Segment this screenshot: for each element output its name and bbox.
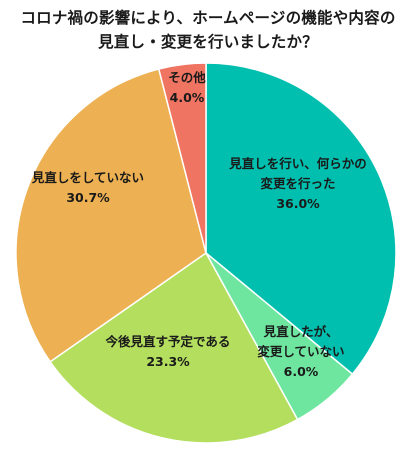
slice-category-label-1: 変更を行った [260,176,335,191]
slice-value-label-3: 23.3% [146,354,190,369]
pie-slice-4 [15,68,207,363]
slice-value-label-2: 6.0% [284,364,319,379]
slice-label-1: 見直しを行い、何らかの変更を行った 36.0% [228,156,367,211]
pie-slice-5 [157,62,207,254]
slice-label-5: その他 4.0% [168,70,206,105]
slice-category-label-2: 見直したが、 [263,324,339,339]
slice-value-label-4: 30.7% [66,190,110,205]
slice-category-label-2: 変更していない [257,344,344,359]
pie-slice-3 [49,251,299,444]
slice-value-label-1: 36.0% [276,196,320,211]
slice-value-label-5: 4.0% [170,90,205,105]
slice-category-label-4: 見直しをしていない [31,170,144,185]
pie-slice-1 [205,62,397,376]
slice-category-label-5: その他 [168,70,206,85]
slice-label-4: 見直しをしていない 30.7% [31,170,144,205]
slice-label-2: 見直したが、変更していない 6.0% [257,324,344,379]
slice-category-label-1: 見直しを行い、何らかの [228,156,367,171]
chart-title-line-2: 見直し・変更を行いましたか？ [98,33,318,51]
slice-label-3: 今後見直す予定である 23.3% [105,334,231,369]
chart-title-line-1: コロナ禍の影響により、ホームページの機能や内容の [20,9,396,27]
slice-category-label-3: 今後見直す予定である [105,334,231,349]
